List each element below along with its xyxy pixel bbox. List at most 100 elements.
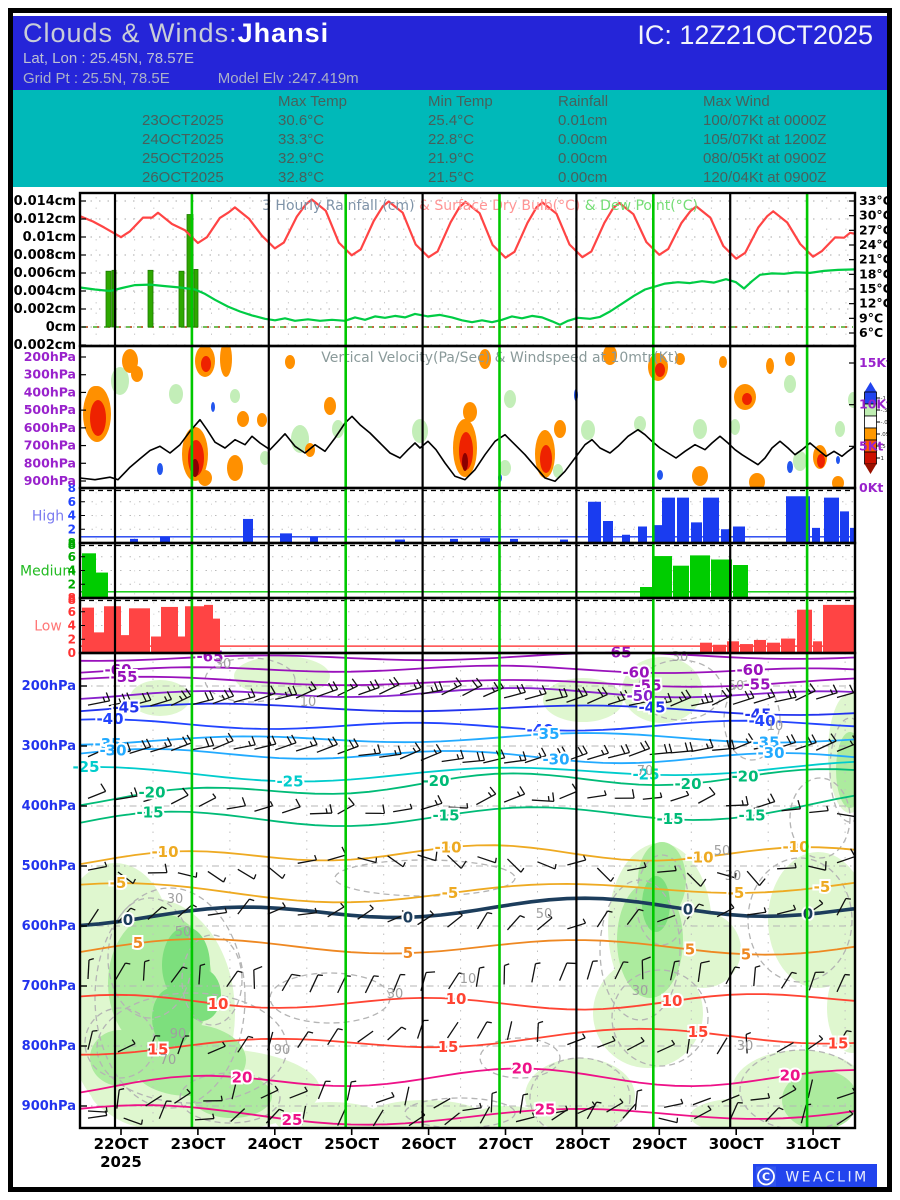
svg-text:700hPa: 700hPa [22, 979, 76, 994]
table-cell [13, 168, 128, 187]
svg-text:.5: .5 [881, 444, 887, 450]
wind-barbs [87, 676, 855, 1127]
svg-text:25: 25 [282, 1111, 303, 1129]
column-header: Min Temp [428, 93, 493, 110]
title-prefix: Clouds & Winds: [23, 18, 238, 48]
svg-text:8: 8 [68, 538, 76, 552]
svg-text:10: 10 [300, 695, 317, 710]
svg-text:29OCT: 29OCT [632, 1135, 688, 1153]
table-cell: 33.3°C [278, 131, 325, 148]
svg-text:30: 30 [215, 657, 232, 672]
svg-text:20: 20 [232, 1068, 253, 1086]
svg-text:-10: -10 [151, 843, 178, 861]
svg-text:-15: -15 [432, 806, 459, 824]
svg-text:-35: -35 [532, 725, 559, 743]
svg-text:3 Hourly Rainfall (cm) & Surfa: 3 Hourly Rainfall (cm) & Surface Dry Bul… [262, 198, 698, 214]
svg-text:25: 25 [535, 1101, 556, 1119]
table-cell [13, 111, 128, 130]
svg-text:-45: -45 [744, 705, 771, 723]
svg-text:20: 20 [780, 1066, 801, 1084]
svg-text:9°C: 9°C [859, 310, 883, 325]
svg-text:5: 5 [685, 940, 695, 958]
svg-text:10: 10 [208, 995, 229, 1013]
svg-text:-10: -10 [434, 838, 461, 856]
page-title: Clouds & Winds:Jhansi [23, 18, 877, 49]
column-header: Max Wind [703, 93, 770, 110]
svg-text:5Kt: 5Kt [859, 438, 883, 453]
table-cell: 080/05Kt at 0900Z [703, 150, 827, 167]
svg-text:0: 0 [403, 908, 413, 926]
svg-text:6: 6 [68, 550, 76, 564]
svg-text:-15: -15 [656, 810, 683, 828]
svg-text:8: 8 [68, 536, 76, 550]
table-cell: 0.00cm [558, 169, 608, 186]
svg-text:30: 30 [167, 892, 184, 907]
header: Clouds & Winds:Jhansi IC: 12Z21OCT2025 L… [13, 16, 887, 90]
svg-text:23OCT: 23OCT [170, 1135, 226, 1153]
svg-text:50: 50 [728, 679, 745, 694]
svg-text:22OCT: 22OCT [94, 1135, 150, 1153]
svg-text:200hPa: 200hPa [22, 679, 76, 694]
svg-text:300hPa: 300hPa [24, 367, 76, 382]
svg-text:70: 70 [637, 764, 654, 779]
svg-text:0: 0 [68, 646, 76, 660]
svg-text:-60: -60 [622, 664, 649, 682]
svg-text:.05: .05 [881, 432, 888, 438]
svg-text:12°C: 12°C [859, 296, 887, 311]
svg-text:-10: -10 [686, 849, 713, 867]
svg-text:8: 8 [68, 593, 76, 607]
table-cell: 25OCT2025 [142, 150, 224, 167]
gridpt-line: Grid Pt : 25.5N, 78.5E Model Elv :247.419… [23, 69, 877, 89]
svg-text:-30: -30 [99, 741, 126, 759]
table-cell: 32.8°C [278, 169, 325, 186]
svg-text:0.01cm: 0.01cm [23, 230, 76, 245]
column-header: Max Temp [278, 93, 347, 110]
summary-table: Max Temp Min Temp Rainfall Max Wind 23OCT202… [13, 90, 887, 187]
svg-text:0Kt: 0Kt [859, 480, 883, 495]
svg-text:-40: -40 [526, 721, 553, 739]
svg-text:-20: -20 [731, 768, 758, 786]
svg-text:5: 5 [741, 945, 751, 963]
column-header: Rainfall [558, 93, 609, 110]
svg-text:-55: -55 [110, 668, 137, 686]
rainfall-temp-panel: 3 Hourly Rainfall (cm) & Surface Dry Bul… [79, 197, 856, 346]
svg-text:-25: -25 [276, 772, 303, 790]
svg-text:15°C: 15°C [859, 281, 887, 296]
station-name: Jhansi [237, 18, 330, 48]
svg-text:0.008cm: 0.008cm [14, 248, 76, 263]
svg-text:-30: -30 [757, 744, 784, 762]
table-cell: 21.5°C [428, 169, 475, 186]
svg-text:27OCT: 27OCT [478, 1135, 534, 1153]
svg-text:-45: -45 [112, 699, 139, 717]
x-axis: 22OCT 23OCT 24OCT 25OCT 26OCT 27OCT 28OCT 29OCT… [94, 1128, 841, 1171]
model-elev-label: Model Elv :247.419m [217, 70, 359, 87]
svg-text:-35: -35 [752, 734, 779, 752]
svg-text:-0.002cm: -0.002cm [13, 338, 76, 353]
table-row: 26OCT2025 32.8°C 21.5°C 0.00cm 120/04Kt at 0… [13, 168, 887, 187]
svg-text:-30: -30 [542, 750, 569, 768]
table-cell [13, 149, 128, 168]
vv-colorbar: -1 -.5 -.05 .05 .5 1 [864, 382, 888, 474]
svg-text:500hPa: 500hPa [22, 859, 76, 874]
svg-text:10: 10 [446, 990, 467, 1008]
table-cell: 30.6°C [278, 112, 325, 129]
svg-text:5: 5 [133, 934, 143, 952]
svg-text:26OCT: 26OCT [401, 1135, 457, 1153]
svg-text:4: 4 [68, 509, 76, 523]
svg-text:-40: -40 [96, 710, 123, 728]
svg-text:-15: -15 [738, 807, 765, 825]
svg-text:-10: -10 [782, 838, 809, 856]
svg-text:C: C [762, 1171, 770, 1184]
svg-text:10: 10 [767, 719, 784, 734]
table-cell: 0.00cm [558, 131, 608, 148]
svg-text:15: 15 [148, 1040, 169, 1058]
svg-text:-20: -20 [422, 772, 449, 790]
table-cell [13, 130, 128, 149]
svg-text:-55: -55 [634, 677, 661, 695]
svg-text:15: 15 [438, 1038, 459, 1056]
svg-text:WEACLIM: WEACLIM [785, 1170, 868, 1186]
svg-text:2: 2 [68, 632, 76, 646]
svg-text:30OCT: 30OCT [709, 1135, 765, 1153]
table-cell: 25.4°C [428, 112, 475, 129]
